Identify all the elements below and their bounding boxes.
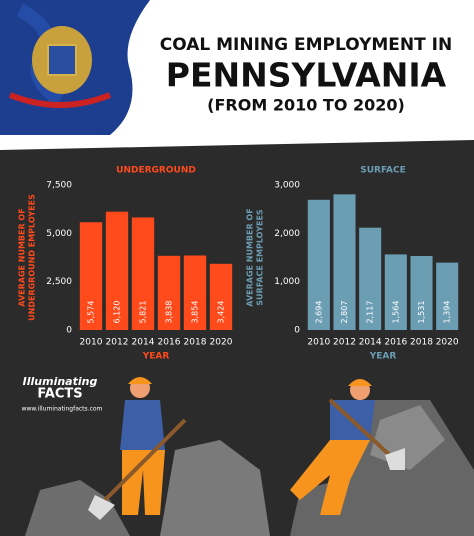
- bar: [105, 211, 129, 330]
- y-axis-label: AVERAGE NUMBER OF: [246, 208, 255, 306]
- title-line3: (FROM 2010 TO 2020): [207, 96, 405, 115]
- value-label: 1,394: [443, 301, 452, 324]
- y-tick-label: 5,000: [46, 229, 72, 239]
- value-label: 1,564: [391, 301, 400, 324]
- bar: [436, 262, 459, 330]
- value-label: 2,694: [314, 301, 323, 324]
- value-label: 2,807: [340, 301, 349, 324]
- x-tick-label: 2014: [359, 338, 382, 348]
- y-axis-label: SURFACE EMPLOYEES: [256, 209, 265, 306]
- y-tick-label: 7,500: [46, 181, 72, 191]
- bar: [384, 254, 407, 330]
- y-tick-label: 0: [66, 326, 72, 336]
- bar: [79, 222, 103, 330]
- value-label: 2,117: [366, 301, 375, 324]
- x-tick-label: 2014: [132, 338, 155, 348]
- x-tick-label: 2020: [436, 338, 459, 348]
- header-stripe: [0, 132, 474, 150]
- illustration: [25, 377, 474, 536]
- logo-line2: FACTS: [37, 387, 82, 402]
- x-tick-label: 2016: [158, 338, 181, 348]
- y-tick-label: 3,000: [274, 181, 300, 191]
- x-axis-label: YEAR: [369, 352, 397, 362]
- chart-title: SURFACE: [360, 166, 406, 176]
- bar: [157, 255, 181, 330]
- value-label: 5,574: [87, 301, 96, 324]
- bar: [333, 194, 356, 330]
- bar: [209, 263, 233, 330]
- bar: [410, 256, 433, 330]
- title-line1: COAL MINING EMPLOYMENT IN: [160, 35, 452, 55]
- bar: [359, 227, 382, 330]
- chart-title: UNDERGROUND: [116, 166, 196, 176]
- flag-shield: [47, 44, 77, 76]
- x-tick-label: 2010: [307, 338, 330, 348]
- x-tick-label: 2012: [106, 338, 129, 348]
- value-label: 3,424: [217, 301, 226, 324]
- logo-line1: Illuminating: [23, 375, 98, 388]
- flag-ribbon: [8, 92, 112, 108]
- value-label: 3,838: [165, 301, 174, 324]
- bar: [131, 217, 155, 330]
- value-label: 6,120: [113, 301, 122, 324]
- title-line2: PENNSYLVANIA: [166, 56, 447, 95]
- bar: [183, 255, 207, 330]
- value-label: 1,531: [417, 301, 426, 324]
- logo-url: www.illuminatingfacts.com: [22, 406, 103, 413]
- x-tick-label: 2016: [384, 338, 407, 348]
- y-tick-label: 1,000: [274, 277, 300, 287]
- y-tick-label: 0: [294, 326, 300, 336]
- y-axis-label: UNDERGROUND EMPLOYEES: [28, 194, 37, 321]
- bar: [307, 199, 330, 330]
- x-tick-label: 2020: [210, 338, 233, 348]
- x-axis-label: YEAR: [142, 352, 170, 362]
- x-tick-label: 2018: [410, 338, 433, 348]
- value-label: 3,854: [191, 301, 200, 324]
- value-label: 5,821: [139, 301, 148, 324]
- x-tick-label: 2018: [184, 338, 207, 348]
- x-tick-label: 2012: [333, 338, 356, 348]
- y-tick-label: 2,000: [274, 229, 300, 239]
- x-tick-label: 2010: [80, 338, 103, 348]
- y-axis-label: AVERAGE NUMBER OF: [18, 208, 27, 306]
- y-tick-label: 2,500: [46, 277, 72, 287]
